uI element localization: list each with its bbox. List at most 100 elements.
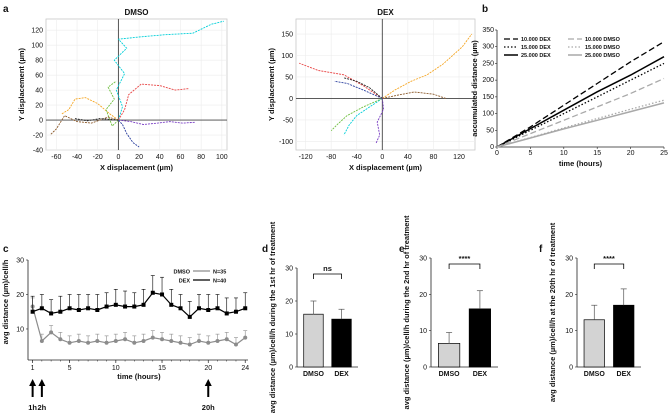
x-axis-title: X displacement (µm) — [349, 163, 423, 172]
x-tick-label: 24 — [241, 365, 249, 372]
data-point — [67, 340, 72, 345]
plot-frame — [45, 18, 228, 151]
series-line — [496, 62, 665, 148]
legend-label: DMSO — [174, 270, 191, 276]
y-tick-label: 100 — [482, 111, 494, 118]
x-tick-label: 10 — [560, 150, 568, 157]
legend-label: 15.000 DMSO — [585, 45, 621, 51]
x-tick-label: 15 — [593, 150, 601, 157]
data-point — [95, 339, 100, 344]
bar — [331, 318, 352, 368]
cell-track — [113, 20, 225, 121]
y-tick-label: -100 — [279, 139, 293, 146]
time-arrow-head — [38, 379, 46, 386]
data-point — [113, 339, 118, 344]
y-tick-label: 10 — [16, 326, 24, 333]
data-point — [197, 339, 202, 344]
data-point — [243, 306, 248, 311]
data-point — [187, 314, 192, 319]
data-point — [150, 335, 155, 340]
data-point — [206, 340, 211, 345]
x-tick-label: -40 — [352, 154, 362, 161]
y-tick-label: -50 — [283, 117, 293, 124]
data-point — [58, 309, 63, 314]
y-tick-label: 0 — [490, 144, 494, 151]
y-tick-label: 20 — [419, 292, 427, 299]
significance-bracket — [448, 263, 481, 269]
x-tick-label: 60 — [177, 154, 185, 161]
y-tick-label: 50 — [285, 74, 293, 81]
y-tick-label: 20 — [565, 292, 573, 299]
y-tick-label: 150 — [281, 32, 293, 39]
cell-track — [118, 119, 140, 148]
series-line — [32, 306, 246, 346]
time-arrow-label: 20h — [202, 403, 215, 412]
data-point — [160, 292, 165, 297]
cell-track — [61, 97, 119, 121]
bar — [438, 343, 461, 368]
data-point — [49, 311, 54, 316]
data-point — [123, 304, 128, 309]
data-point — [76, 339, 81, 344]
y-tick-label: 150 — [482, 94, 494, 101]
plot-title: DMSO — [125, 8, 149, 17]
cell-track — [105, 80, 119, 127]
time-arrow-label: 2h — [37, 403, 46, 412]
data-point — [224, 337, 229, 342]
x-tick-label: 40 — [156, 154, 164, 161]
data-point — [132, 304, 137, 309]
data-point — [141, 339, 146, 344]
time-arrow-head — [29, 379, 37, 386]
x-tick-label: 0 — [116, 154, 120, 161]
y-tick-label: 10 — [285, 332, 293, 339]
data-point — [141, 302, 146, 307]
y-axis-title: accumulated distance (µm) — [470, 40, 479, 137]
x-tick-label: 40 — [404, 154, 412, 161]
bar-plot-20th-hour: 0 10 20 30 DMSO DEX **** avg distance (µm)/cell… — [548, 222, 641, 402]
data-point — [187, 342, 192, 347]
significance-label: **** — [603, 254, 615, 263]
data-point — [150, 290, 155, 295]
plot-frame — [295, 18, 476, 151]
y-tick-label: 0 — [569, 365, 573, 372]
data-point — [132, 340, 137, 345]
plot-title: DEX — [377, 8, 394, 17]
x-category-label: DEX — [334, 371, 349, 378]
y-tick-label: 0 — [39, 118, 43, 125]
data-point — [233, 309, 238, 314]
x-tick-label: 0 — [380, 154, 384, 161]
cell-track — [343, 98, 383, 136]
bar — [468, 308, 491, 368]
data-point — [104, 304, 109, 309]
series-line — [32, 292, 246, 318]
y-tick-label: 20 — [285, 299, 293, 306]
panel-label-a: a — [3, 4, 9, 15]
x-tick-label: 20 — [627, 150, 635, 157]
legend-label: 25.000 DEX — [521, 53, 551, 59]
data-point — [67, 306, 72, 311]
y-tick-label: 250 — [482, 60, 494, 67]
x-tick-label: -60 — [51, 154, 61, 161]
y-tick-label: 100 — [31, 43, 43, 50]
cell-track — [382, 33, 473, 99]
x-category-label: DMSO — [439, 371, 461, 378]
bar-plot-1st-hour: 0 10 20 30 DMSO DEX ns avg distance (µm)/cell/h… — [268, 221, 358, 413]
data-point — [215, 306, 220, 311]
data-point — [233, 342, 238, 347]
y-tick-label: 0 — [289, 96, 293, 103]
x-category-label: DMSO — [303, 371, 325, 378]
data-point — [123, 337, 128, 342]
data-point — [178, 340, 183, 345]
cell-track — [49, 115, 119, 136]
x-category-label: DMSO — [584, 371, 606, 378]
y-tick-label: 100 — [281, 53, 293, 60]
legend-n: N=40 — [213, 279, 226, 285]
x-tick-label: 20 — [135, 154, 143, 161]
x-tick-label: 10 — [112, 365, 120, 372]
y-tick-label: 30 — [285, 266, 293, 273]
dmso-track-plot: -60 -40 -20 0 20 40 60 80 100 -40 -20 0 20 40 60 80 100 1… — [17, 8, 228, 172]
x-tick-label: 25 — [660, 150, 668, 157]
y-axis-title: avg distance (µm)/cell/h at the 20th hr … — [548, 222, 557, 402]
